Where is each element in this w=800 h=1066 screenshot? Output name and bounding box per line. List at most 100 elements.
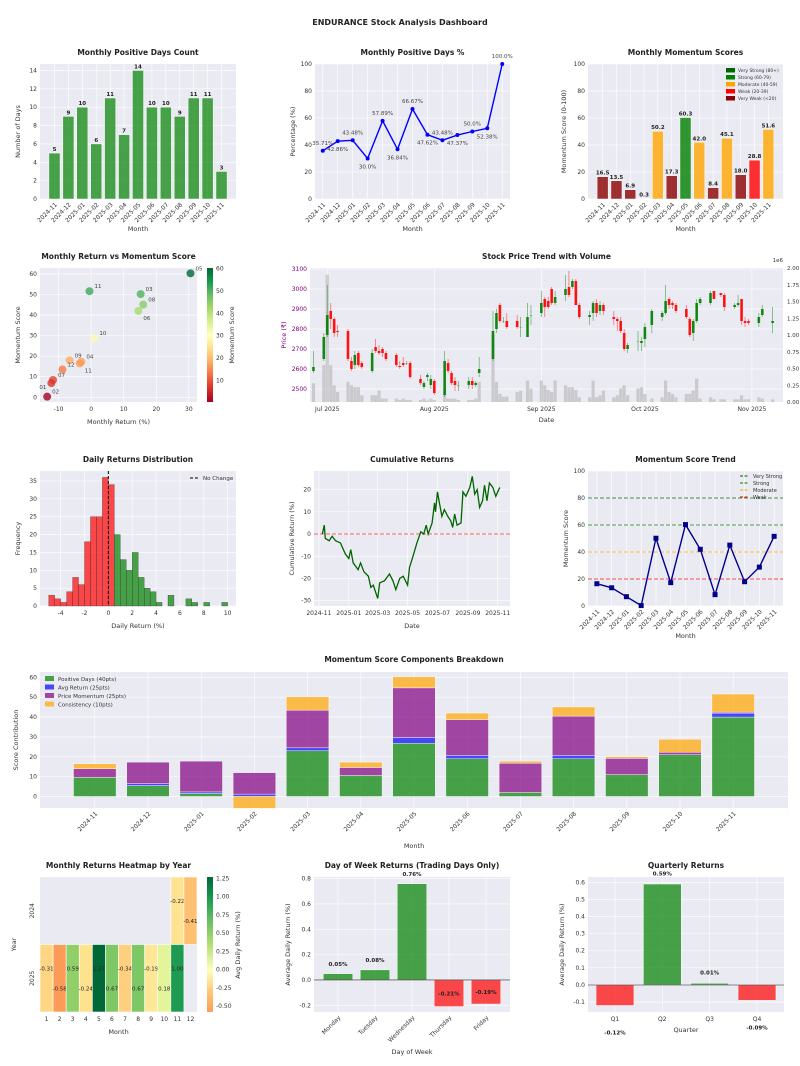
y-tick-label: -30: [301, 598, 311, 605]
candle: [540, 291, 543, 317]
data-label: 50.0%: [464, 122, 481, 128]
candle: [736, 295, 740, 307]
data-point: [186, 269, 195, 278]
volume-bar: [346, 381, 350, 402]
candle: [595, 299, 598, 317]
bar: [595, 984, 635, 1006]
data-point: [470, 129, 475, 134]
stacked-bar-segment: [658, 739, 702, 753]
data-label: 36.84%: [387, 155, 408, 161]
candle-body: [360, 363, 364, 367]
bar: [173, 116, 186, 200]
volume-tick-label: 2.00: [787, 266, 800, 272]
x-tick-label: 7: [123, 1016, 127, 1023]
bar: [707, 187, 719, 200]
candle-body: [612, 317, 616, 319]
candle-body: [377, 351, 381, 353]
point-label: 12: [67, 363, 74, 369]
volume-tick-label: 1.50: [787, 300, 800, 306]
colorbar-tick-label: 0.75: [216, 912, 230, 919]
x-tick-label: 2: [58, 1016, 62, 1023]
candle: [709, 291, 712, 305]
candle: [377, 345, 381, 355]
y-axis-label: Average Daily Return (%): [284, 903, 292, 985]
legend-label: Very Strong (80+): [738, 68, 779, 74]
histogram-bar: [84, 541, 91, 607]
data-label: 42.86%: [327, 147, 348, 153]
heatmap-cell: [78, 944, 93, 1013]
data-label: 16.5: [596, 171, 610, 177]
data-label: 3: [220, 165, 224, 171]
volume-bar: [567, 387, 571, 402]
data-label: 51.6: [762, 123, 776, 129]
chart-quarterly-returns: -0.1 0.0 0.1 0.2 0.3 0.4 0.5 0.6 Quarterly Retur…: [558, 861, 784, 1037]
candle-body: [747, 321, 750, 323]
volume-bar: [712, 399, 716, 402]
histogram-bar: [126, 570, 133, 607]
candle: [712, 291, 716, 299]
candle: [550, 287, 553, 305]
candle-body: [719, 293, 723, 295]
dashboard-title: ENDURANCE Stock Analysis Dashboard: [312, 18, 488, 27]
y-tick-label: 60: [29, 674, 37, 681]
volume-bar: [322, 365, 326, 402]
x-axis-label: Date: [404, 622, 420, 630]
bar: [160, 106, 172, 200]
volume-bar: [494, 381, 499, 402]
volume-bar: [329, 365, 333, 402]
candle: [450, 371, 453, 385]
stacked-bar-segment: [552, 755, 596, 759]
bar: [396, 883, 428, 981]
candle: [519, 317, 522, 337]
data-point: [668, 580, 674, 586]
candle-body: [685, 309, 688, 317]
legend-label: Very Strong: [753, 474, 782, 480]
data-point: [395, 147, 400, 152]
y-tick-label: 30: [29, 496, 37, 503]
y-axis-label: Percentage (%): [289, 107, 297, 157]
candle-body: [598, 305, 602, 311]
data-label: 52.38%: [477, 134, 498, 140]
histogram-bar: [155, 602, 163, 607]
volume-bar: [615, 395, 619, 402]
x-tick-label: 0: [89, 406, 93, 413]
candle-body: [660, 313, 664, 317]
candle-body: [470, 381, 474, 385]
candle-body: [384, 353, 388, 359]
y-tick-label: 0: [33, 394, 37, 401]
legend-label: No Change: [203, 476, 234, 482]
candle: [622, 329, 626, 351]
colorbar-tick-label: 50: [216, 288, 224, 295]
data-label: -0.19%: [475, 990, 497, 996]
x-axis-label: Month: [108, 1028, 128, 1036]
x-tick-label: Q4: [753, 1016, 762, 1023]
volume-bar: [401, 398, 405, 402]
y-tick-label: 100: [574, 61, 586, 68]
chart-title: Monthly Return vs Momentum Score: [41, 252, 195, 261]
candle-body: [429, 379, 433, 385]
bar: [104, 97, 116, 200]
y-axis-label: Average Daily Return (%): [558, 903, 566, 985]
y-tick-label: 60: [577, 115, 585, 122]
x-tick-label: 4: [84, 1016, 88, 1023]
histogram-bar: [60, 602, 67, 607]
candle: [432, 379, 436, 395]
x-tick-label: 4: [154, 610, 158, 617]
data-label: 6.9: [625, 184, 635, 190]
chart-title: Stock Price Trend with Volume: [482, 252, 611, 261]
x-tick-label: -4: [58, 610, 64, 617]
stacked-bar-segment: [552, 758, 596, 797]
stacked-bar-segment: [711, 712, 755, 718]
x-tick-label: 2: [130, 610, 134, 617]
volume-tick-label: 0.75: [787, 350, 800, 356]
data-label: 30.0%: [359, 165, 376, 171]
volume-tick-label: 1.25: [787, 316, 800, 322]
candle-body: [395, 355, 398, 365]
data-point: [65, 356, 74, 365]
volume-bar: [612, 397, 616, 402]
volume-bar: [626, 395, 630, 402]
legend-swatch: [45, 676, 54, 681]
candle-body: [574, 281, 578, 305]
histogram-bar: [66, 591, 73, 607]
